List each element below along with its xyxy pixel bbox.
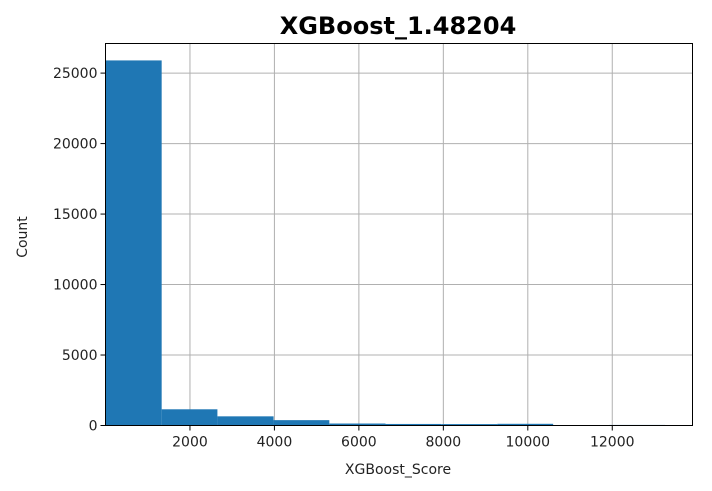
histogram-bars xyxy=(105,60,666,426)
histogram-bar xyxy=(497,423,554,426)
y-tick-label: 5000 xyxy=(62,348,98,364)
histogram-bar xyxy=(161,409,218,426)
x-tick-label: 8000 xyxy=(426,435,462,451)
histogram-bar xyxy=(385,423,442,426)
histogram-bar xyxy=(105,60,162,426)
y-tick-label: 10000 xyxy=(53,278,98,294)
x-axis-label: XGBoost_Score xyxy=(345,462,451,478)
x-tick-label: 2000 xyxy=(172,435,208,451)
histogram-bar xyxy=(273,420,330,426)
chart-title: XGBoost_1.48204 xyxy=(280,12,517,40)
y-tick-label: 25000 xyxy=(53,66,98,82)
axis-ticks: 2000 4000 6000 8000 10000 12000 0 5000 10000 1500… xyxy=(53,66,635,450)
y-tick-label: 15000 xyxy=(53,207,98,223)
histogram-bar xyxy=(441,424,498,426)
y-axis-label: Count xyxy=(15,216,31,258)
x-tick-label: 4000 xyxy=(257,435,293,451)
grid-lines xyxy=(105,43,693,426)
x-tick-label: 10000 xyxy=(506,435,551,451)
x-tick-label: 6000 xyxy=(341,435,377,451)
y-tick-label: 20000 xyxy=(53,137,98,153)
y-tick-label: 0 xyxy=(89,419,98,435)
histogram-bar xyxy=(217,416,274,426)
x-tick-label: 12000 xyxy=(590,435,635,451)
histogram-bar xyxy=(329,423,386,426)
plot-frame xyxy=(105,43,693,426)
